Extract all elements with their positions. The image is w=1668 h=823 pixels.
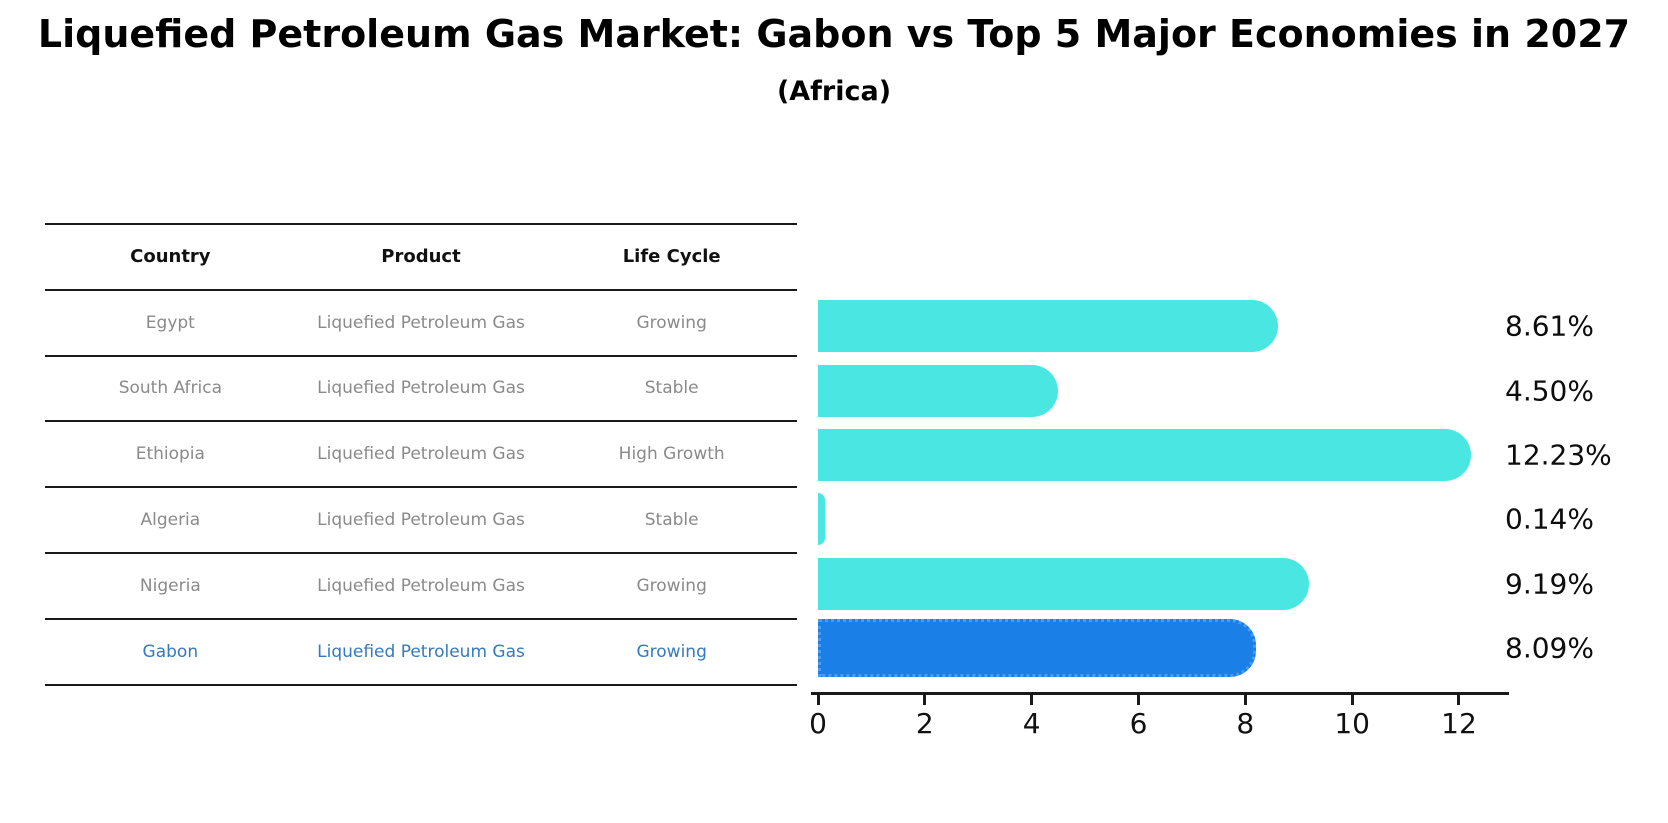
- table-header-row: Country Product Life Cycle: [45, 225, 797, 291]
- column-header-product: Product: [381, 246, 461, 268]
- chart-title: Liquefied Petroleum Gas Market: Gabon vs…: [37, 12, 1631, 56]
- tick-label: 2: [915, 707, 934, 740]
- cell-product: Liquefied Petroleum Gas: [317, 378, 525, 399]
- column-header-life-cycle: Life Cycle: [622, 246, 721, 268]
- tick-label: 0: [809, 707, 827, 740]
- cell-product: Liquefied Petroleum Gas: [317, 312, 525, 333]
- tick-mark: [816, 695, 820, 705]
- chart-subtitle: (Africa): [776, 76, 892, 107]
- bar-gabon-highlighted: [818, 619, 1257, 678]
- cell-life-cycle: Growing: [636, 312, 707, 333]
- tick-label: 12: [1441, 707, 1477, 740]
- table-row: Egypt Liquefied Petroleum Gas Growing: [45, 291, 797, 357]
- bar-row-gabon: 8.09%: [818, 616, 1594, 680]
- tick-mark: [1243, 695, 1247, 705]
- table-row: Algeria Liquefied Petroleum Gas Stable: [45, 488, 797, 554]
- tick-mark: [1136, 695, 1140, 705]
- tick-label: 10: [1334, 707, 1370, 740]
- cell-country: Gabon: [142, 641, 199, 662]
- cell-product: Liquefied Petroleum Gas: [317, 641, 525, 662]
- tick-mark: [1457, 695, 1461, 705]
- tick-mark: [923, 695, 927, 705]
- table-row: South Africa Liquefied Petroleum Gas Sta…: [45, 357, 797, 423]
- value-label: 8.61%: [1505, 309, 1594, 343]
- bar-nigeria: [818, 557, 1309, 610]
- bar-row-algeria: 0.14%: [818, 487, 1594, 551]
- cell-country: Egypt: [145, 312, 195, 333]
- cell-life-cycle: Stable: [644, 378, 699, 399]
- cell-life-cycle: Growing: [636, 575, 707, 596]
- bar-row-ethiopia: 12.23%: [818, 423, 1612, 487]
- column-header-country: Country: [130, 246, 211, 268]
- cell-country: Ethiopia: [135, 444, 205, 465]
- cell-country: Nigeria: [139, 575, 201, 596]
- country-table: Country Product Life Cycle Egypt Liquefi…: [45, 223, 797, 686]
- bar-ethiopia: [818, 428, 1472, 481]
- cell-country: Algeria: [140, 510, 201, 531]
- cell-country: South Africa: [118, 378, 222, 399]
- value-label: 8.09%: [1505, 631, 1594, 665]
- table-row: Nigeria Liquefied Petroleum Gas Growing: [45, 554, 797, 620]
- bar-chart: 8.61% 4.50% 12.23% 0.14% 9.19% 8.09%: [818, 294, 1612, 681]
- x-axis-ticks: 0 2 4 6 8 10 12: [809, 695, 1506, 751]
- cell-product: Liquefied Petroleum Gas: [317, 444, 525, 465]
- tick-label: 4: [1022, 707, 1041, 740]
- cell-life-cycle: Growing: [636, 641, 707, 662]
- bar-row-egypt: 8.61%: [818, 294, 1594, 358]
- value-label: 0.14%: [1505, 502, 1594, 536]
- tick-mark: [1350, 695, 1354, 705]
- bar-algeria: [818, 493, 826, 546]
- table-row-gabon: Gabon Liquefied Petroleum Gas Growing: [45, 620, 797, 686]
- tick-mark: [1030, 695, 1034, 705]
- bar-egypt: [818, 300, 1278, 353]
- bar-row-nigeria: 9.19%: [818, 552, 1594, 616]
- cell-product: Liquefied Petroleum Gas: [317, 510, 525, 531]
- table-row: Ethiopia Liquefied Petroleum Gas High Gr…: [45, 422, 797, 489]
- cell-product: Liquefied Petroleum Gas: [317, 575, 525, 596]
- cell-life-cycle: High Growth: [618, 444, 725, 465]
- cell-life-cycle: Stable: [644, 510, 699, 531]
- value-label: 4.50%: [1505, 374, 1594, 408]
- bar-row-south-africa: 4.50%: [818, 358, 1594, 422]
- bar-south-africa: [818, 364, 1059, 417]
- tick-label: 8: [1236, 707, 1255, 740]
- tick-label: 6: [1129, 707, 1148, 740]
- value-label: 9.19%: [1505, 567, 1594, 601]
- x-axis-line: [811, 692, 1509, 695]
- value-label: 12.23%: [1505, 438, 1612, 472]
